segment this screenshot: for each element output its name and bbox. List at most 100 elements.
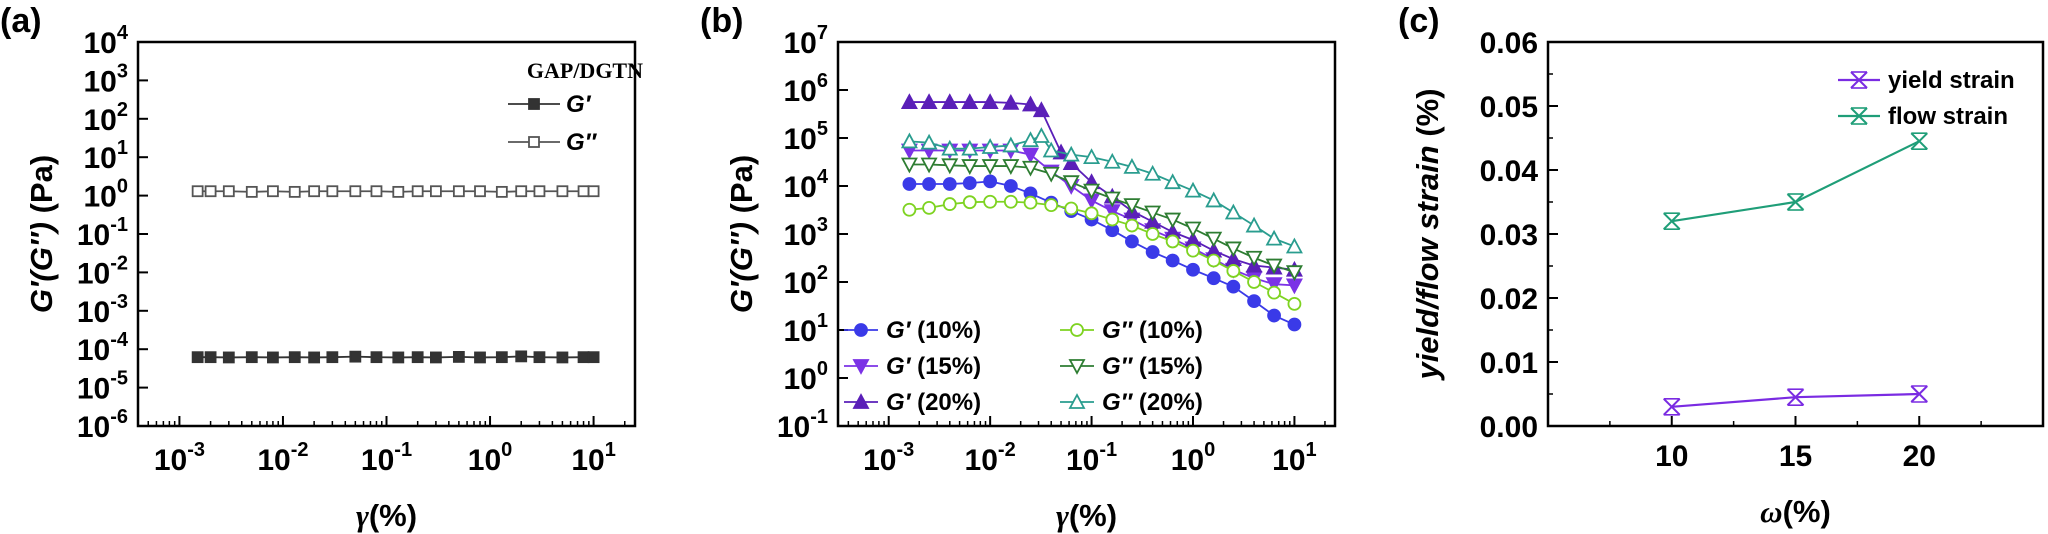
panel-c-series-1-point [1910,132,1928,150]
panel-a-series-1-point [452,185,465,198]
panel-c-legend-label-0: yield strain [1888,67,2015,94]
panel-b-series-3-point [902,202,917,217]
panel-b-series-5-point [1042,141,1060,158]
panel-a-plot-frame [136,40,637,428]
panel-a-series-1-point [245,185,258,198]
panel-a-series-1-point [587,185,600,198]
panel-b-xtick-label: 10-3 [863,439,914,477]
panel-b-series-0-point [1003,179,1018,193]
panel-c-ytick-label: 0.02 [1480,283,1538,316]
panel-b-series-4-point [941,158,959,175]
panel-b-series-5-point [1123,158,1141,174]
panel-b-series-2-point [961,93,979,109]
panel-a-xtick-label: 10-1 [361,439,412,477]
panel-b-legend-label-4: G″ (15%) [1102,353,1203,380]
panel-a-series-0-point [411,351,424,364]
panel-b-series-0-point [1267,308,1281,323]
panel-b-series-3-point [1125,218,1139,233]
panel-a-series-1-point [326,185,339,198]
panel-b-series-5-point [1205,191,1223,208]
panel-b-series-4-point [1062,175,1080,192]
panel-a-series-0-point [430,351,442,364]
panel-b-ylabel: G′(G″) (Pa) [724,155,759,313]
panel-a-ytick-label: 10-1 [77,214,128,252]
panel-b-series-0-point [922,177,936,191]
panel-a-series-1-point [474,185,486,198]
panel-b-series-4-point [1164,212,1182,229]
panel-b-series-2-point [1021,95,1040,112]
panel-a-series-0-point [326,351,339,364]
panel-b-xtick-label: 101 [1272,439,1317,477]
panel-a-series-0-point [267,351,279,364]
panel-b-series-0-point [1287,317,1302,332]
panel-b-series-3-point [1105,212,1120,227]
panel-b-legend-marker-3 [1070,323,1084,337]
panel-b-series-4-point [1144,205,1162,222]
panel-b-series-4-point [1285,265,1303,282]
panel-b-ytick-label: 105 [784,118,829,156]
panel-b-series-4-point [1021,160,1040,177]
panel-c-legend-marker-1 [1850,107,1868,125]
panel-b-legend-marker-2 [852,393,870,409]
panel-a-ytick-label: 10-3 [77,291,128,329]
panel-b-series-0-point [1165,253,1180,268]
panel-b-legend-label-3: G″ (10%) [1102,317,1203,344]
panel-b-series-4-point [1224,241,1242,258]
panel-b-series-2-point [1002,93,1020,110]
panel-c-xtick-label: 15 [1779,440,1812,473]
panel-a-series-0-point [222,351,235,364]
panel-b-series-5-point [1002,136,1020,153]
panel-b-legend-marker-0 [854,323,868,337]
panel-a-xtick-label: 100 [468,439,512,477]
panel-a-series-0-point [204,351,217,364]
panel-a-series-0-point [191,351,204,364]
panel-c-series-1-point [1663,212,1681,230]
panel-b-legend-label-1: G′ (15%) [886,353,981,380]
panel-b-legend-marker-5 [1068,393,1086,409]
panel-c-ytick-label: 0.06 [1480,27,1538,60]
panel-b-series-4-point [1205,231,1223,248]
panel-c-plot-frame [1546,40,2045,428]
panel-b-series-4-point [1123,198,1141,214]
panel-a-label: (a) [0,2,42,40]
panel-b-series-5-point [1265,229,1283,246]
panel-a-series-0-point [392,351,405,364]
panel-a-series-0-point [349,350,362,363]
panel-a-series-0-point [515,350,528,363]
panel-b-series-5-point [1184,181,1202,198]
panel-a-series-1-point [222,185,235,198]
panel-a-ytick-label: 103 [84,60,129,98]
panel-a-xlabel: γ(%) [356,498,417,533]
panel-c-ytick-label: 0.03 [1480,219,1538,252]
panel-a-series-1-point [267,185,279,198]
panel-a-ytick-label: 102 [84,99,129,137]
panel-c-series-0-point [1910,385,1928,403]
panel-b-series-3-point [1206,253,1221,268]
panel-b-series-4-point [1184,221,1202,238]
panel-b: (b) 10-3 10-2 10-1 100 101 10-1 100 101 102 103 10… [700,2,1337,533]
panel-b-series-5-point [1021,131,1040,148]
panel-b-series-5-point [1224,203,1242,220]
panel-c-xtick-label: 20 [1903,440,1936,473]
panel-b-series-0-point [983,174,998,189]
panel-b-series-4-point [920,157,938,174]
panel-a-series-1-point [430,185,442,198]
panel-a-series-0-point [288,351,301,364]
panel-c-series-0-point [1663,397,1681,416]
panel-b-legend-label-2: G′ (20%) [886,389,981,416]
panel-b-series-2-point [1062,154,1080,170]
panel-b-series-2-point [941,93,959,109]
panel-b-series-3-point [1145,227,1160,241]
panel-a-legend-marker-1 [528,136,540,148]
panel-b-series-3-point [962,195,977,210]
panel-a-ylabel: G′(G″) (Pa) [24,155,59,313]
panel-b-series-3-point [1226,264,1241,278]
panel-a-series-1-point [411,185,424,198]
panel-b-series-5-point [1144,164,1162,181]
panel-a-legend-title: GAP/DGTN [527,58,643,83]
panel-b-series-2-point [920,93,938,109]
panel-c-legend-label-1: flow strain [1888,103,2008,130]
panel-b-legend-label-5: G″ (20%) [1102,389,1203,416]
panel-a-ytick-label: 10-2 [77,252,128,290]
